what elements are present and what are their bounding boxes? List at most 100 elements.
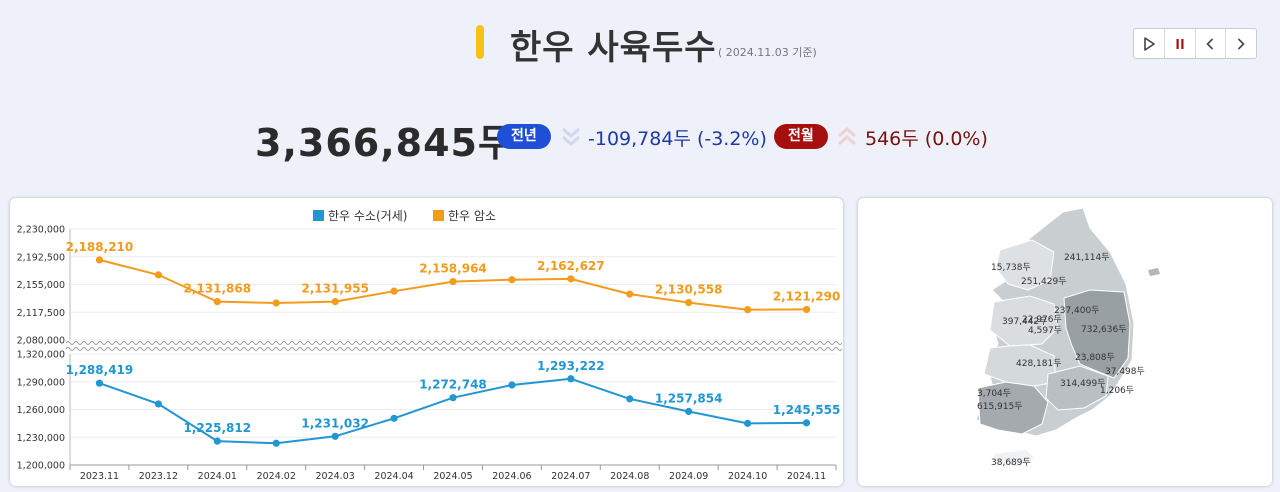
x-tick-label: 2024.01	[198, 471, 237, 482]
playback-controls	[1133, 28, 1257, 59]
chart-legend: 한우 수소(거세) 한우 암소	[313, 209, 496, 223]
data-point[interactable]	[802, 305, 811, 314]
map-region-label: 38,689두	[991, 457, 1031, 468]
as-of-date: ( 2024.11.03 기준)	[718, 46, 817, 59]
data-point[interactable]	[95, 256, 104, 264]
mom-badge: 전월	[774, 124, 828, 149]
map-region-label: 397,442두	[1002, 316, 1048, 327]
play-icon	[1144, 36, 1155, 51]
korea-region-map: 15,738두 241,114두 251,429두 237,400두 397,442두2…	[975, 207, 1160, 468]
data-point[interactable]	[508, 276, 516, 284]
data-point[interactable]	[154, 400, 162, 408]
data-point[interactable]	[626, 290, 634, 298]
y-tick-label: 2,230,000	[17, 225, 65, 236]
data-point[interactable]	[272, 439, 280, 447]
y-tick-label: 1,290,000	[17, 377, 65, 388]
chevron-right-icon	[1238, 37, 1245, 50]
legend-label: 한우 수소(거세)	[328, 209, 407, 223]
double-chevron-up-icon	[838, 127, 856, 146]
legend-swatch	[313, 210, 324, 221]
map-region-gyeonggi	[995, 239, 1055, 291]
data-label: 2,188,210	[66, 240, 134, 254]
data-point[interactable]	[685, 407, 693, 416]
map-region-jeonbuk	[983, 343, 1057, 387]
data-point[interactable]	[154, 271, 162, 279]
double-chevron-down-icon	[562, 127, 580, 146]
y-tick-label: 2,155,000	[17, 280, 65, 291]
map-region-label: 15,738두	[991, 262, 1031, 273]
previous-button[interactable]	[1196, 29, 1227, 58]
data-label: 1,231,032	[301, 416, 369, 430]
y-tick-label: 1,320,000	[17, 350, 65, 361]
data-label: 1,288,419	[66, 363, 134, 377]
data-point[interactable]	[272, 299, 280, 307]
axis-break	[65, 341, 843, 351]
x-tick-label: 2024.08	[610, 471, 649, 482]
data-label: 2,131,955	[301, 282, 369, 296]
data-point[interactable]	[449, 394, 457, 402]
map-region-label: 428,181두	[1016, 358, 1062, 369]
map-region-label: 241,114두	[1064, 252, 1110, 263]
data-label: 2,121,290	[773, 289, 841, 303]
data-point[interactable]	[567, 275, 575, 283]
map-region-label: 251,429두	[1021, 276, 1067, 287]
data-label: 1,245,555	[773, 403, 841, 417]
map-region-label: 314,499두	[1060, 378, 1106, 389]
data-point[interactable]	[744, 419, 752, 427]
x-tick-label: 2024.04	[374, 471, 413, 482]
yoy-badge: 전년	[497, 124, 551, 149]
data-point[interactable]	[390, 287, 398, 295]
map-region-label: 37,498두	[1105, 366, 1145, 377]
next-button[interactable]	[1226, 29, 1256, 58]
data-point[interactable]	[508, 381, 516, 389]
map-region-gyeongbuk	[1063, 289, 1131, 379]
data-point[interactable]	[390, 414, 398, 422]
map-region-gyeongnam	[1045, 365, 1109, 411]
pause-button[interactable]	[1165, 29, 1196, 58]
x-tick-label: 2024.05	[433, 471, 472, 482]
data-point[interactable]	[802, 419, 811, 427]
data-label: 1,257,854	[655, 391, 723, 405]
x-tick-label: 2024.09	[669, 471, 708, 482]
data-point[interactable]	[685, 298, 693, 307]
x-tick-label: 2024.03	[316, 471, 355, 482]
map-region-label: 732,636두	[1081, 324, 1127, 335]
summary-header: 한우 사육두수 ( 2024.11.03 기준) 3,366,845두 전년 -…	[0, 0, 1280, 185]
data-point[interactable]	[213, 298, 221, 306]
play-button[interactable]	[1134, 29, 1165, 58]
y-tick-label: 2,080,000	[17, 336, 65, 347]
map-region-label: 4,597두	[1028, 325, 1062, 336]
map-region-label: 22,976두	[1022, 314, 1062, 325]
y-tick-label: 1,200,000	[17, 461, 65, 472]
x-tick-label: 2024.02	[257, 471, 296, 482]
mom-change: 546두 (0.0%)	[865, 128, 988, 150]
x-tick-label: 2024.11	[787, 471, 826, 482]
data-point[interactable]	[331, 297, 339, 306]
data-point[interactable]	[744, 306, 752, 314]
chevron-left-icon	[1206, 37, 1214, 50]
data-label: 1,293,222	[537, 359, 605, 373]
map-region-label: 237,400두	[1054, 305, 1100, 316]
data-label: 2,162,627	[537, 259, 605, 273]
data-point[interactable]	[95, 379, 104, 387]
x-tick-label: 2024.07	[551, 471, 590, 482]
line-chart: 한우 수소(거세) 한우 암소 2,230,000 2,192,500 2,155,00…	[17, 209, 843, 482]
data-point[interactable]	[449, 277, 457, 286]
title-accent-bar	[476, 25, 484, 59]
map-region-label: 3,704두	[977, 388, 1011, 399]
y-tick-label: 1,260,000	[17, 405, 65, 416]
map-island-ulleung	[1148, 268, 1160, 276]
data-point[interactable]	[626, 395, 634, 403]
data-label: 1,225,812	[184, 421, 252, 435]
map-region-chungnam	[989, 295, 1059, 347]
data-label: 2,158,964	[419, 262, 487, 276]
yoy-change: -109,784두 (-3.2%)	[588, 128, 767, 150]
data-point[interactable]	[567, 375, 575, 383]
data-point[interactable]	[331, 432, 339, 440]
map-region-jeju	[994, 450, 1034, 466]
map-region-label: 1,206두	[1100, 385, 1134, 396]
map-panel: 15,738두 241,114두 251,429두 237,400두 397,442두 2…	[858, 198, 1272, 486]
x-tick-label: 2024.06	[492, 471, 531, 482]
data-point[interactable]	[213, 437, 221, 445]
chart-panel: 한우 수소(거세) 한우 암소 2,230,000 2,192,500 2,155,00…	[10, 198, 843, 486]
